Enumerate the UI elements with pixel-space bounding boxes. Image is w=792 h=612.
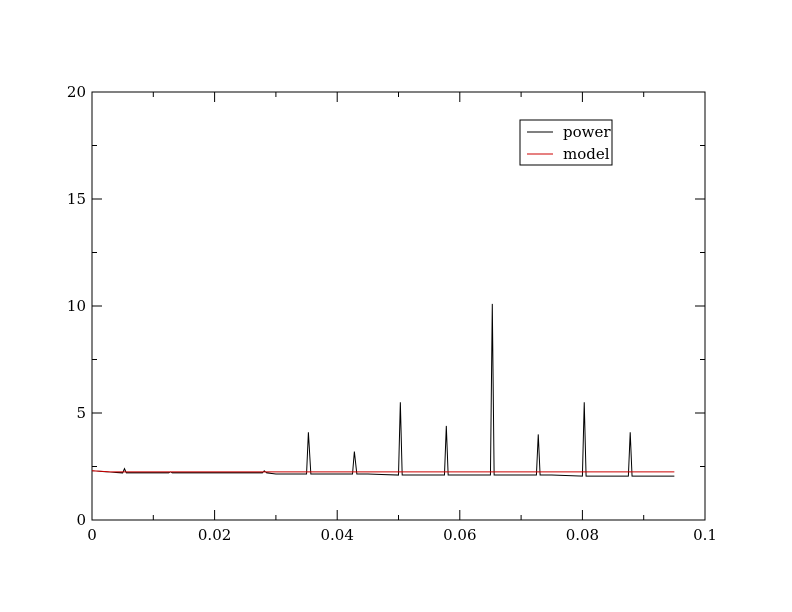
x-tick-label: 0.06 bbox=[443, 526, 476, 544]
x-tick-label: 0.1 bbox=[693, 526, 717, 544]
y-tick-label: 10 bbox=[67, 297, 86, 315]
x-tick-label: 0.02 bbox=[198, 526, 231, 544]
legend-box bbox=[519, 119, 613, 166]
y-tick-label: 15 bbox=[67, 190, 86, 208]
legend-label-model: model bbox=[563, 145, 610, 163]
x-tick-label: 0 bbox=[87, 526, 97, 544]
y-tick-label: 0 bbox=[76, 511, 86, 529]
axis-ticks bbox=[91, 91, 706, 521]
y-tick-label: 20 bbox=[67, 83, 86, 101]
legend: power model bbox=[519, 119, 613, 166]
axis-tick-labels: 0 0.02 0.04 0.06 0.08 0.1 0 5 10 15 20 bbox=[67, 83, 717, 544]
legend-label-power: power bbox=[563, 123, 611, 141]
x-tick-label: 0.08 bbox=[566, 526, 599, 544]
y-tick-label: 5 bbox=[76, 404, 86, 422]
x-tick-label: 0.04 bbox=[320, 526, 353, 544]
series-line-power bbox=[91, 303, 675, 477]
series-layer bbox=[91, 303, 675, 477]
series-line-model bbox=[91, 470, 675, 473]
